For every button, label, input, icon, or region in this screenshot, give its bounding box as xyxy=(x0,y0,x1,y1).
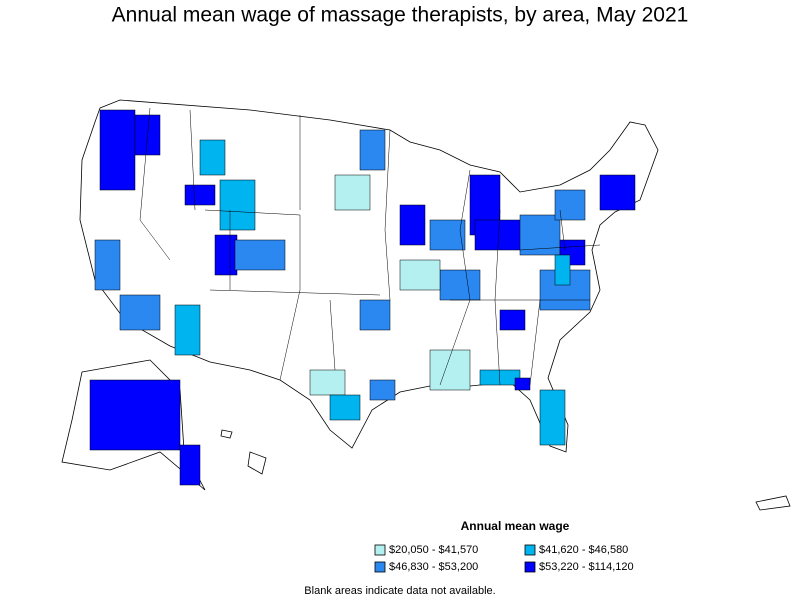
puerto-rico xyxy=(755,495,791,511)
area-region xyxy=(599,174,636,211)
area-region xyxy=(119,294,161,331)
legend-swatch xyxy=(524,561,536,573)
legend-swatch xyxy=(374,561,386,573)
hawaii xyxy=(247,451,267,475)
area-region xyxy=(309,369,346,396)
legend-swatch xyxy=(374,544,386,556)
us-map xyxy=(61,99,791,511)
area-region xyxy=(499,309,526,331)
legend-label: $53,220 - $114,120 xyxy=(539,561,634,573)
area-region xyxy=(214,234,238,276)
map-title: Annual mean wage of massage therapists, … xyxy=(112,4,689,27)
area-region xyxy=(429,219,466,251)
area-region xyxy=(474,219,526,251)
area-region xyxy=(99,109,136,191)
area-region xyxy=(359,129,386,171)
legend: Annual mean wage $20,050 - $41,570 $41,62… xyxy=(374,519,634,573)
legend-title: Annual mean wage xyxy=(461,519,570,533)
area-region xyxy=(369,379,396,401)
area-region xyxy=(219,179,256,231)
area-region xyxy=(89,379,181,451)
footnote: Blank areas indicate data not available. xyxy=(304,585,495,597)
area-region xyxy=(329,394,361,421)
legend-swatch xyxy=(524,544,536,556)
area-region xyxy=(519,214,561,256)
area-region xyxy=(94,239,121,291)
area-region xyxy=(174,304,201,356)
area-region xyxy=(399,204,426,246)
hawaii xyxy=(220,429,233,439)
area-region xyxy=(554,254,571,286)
legend-label: $41,620 - $46,580 xyxy=(539,544,628,556)
area-region xyxy=(399,259,441,291)
area-region xyxy=(184,184,216,206)
state-lines xyxy=(139,107,601,386)
legend-label: $46,830 - $53,200 xyxy=(389,561,478,573)
legend-label: $20,050 - $41,570 xyxy=(389,544,478,556)
area-region xyxy=(179,444,201,486)
area-region xyxy=(199,139,226,176)
area-region xyxy=(234,239,286,271)
area-region xyxy=(539,389,566,446)
area-region xyxy=(359,299,391,331)
area-region xyxy=(514,377,531,391)
area-region xyxy=(439,269,481,301)
area-region xyxy=(554,189,586,221)
area-region xyxy=(559,239,586,266)
area-region xyxy=(334,174,371,211)
